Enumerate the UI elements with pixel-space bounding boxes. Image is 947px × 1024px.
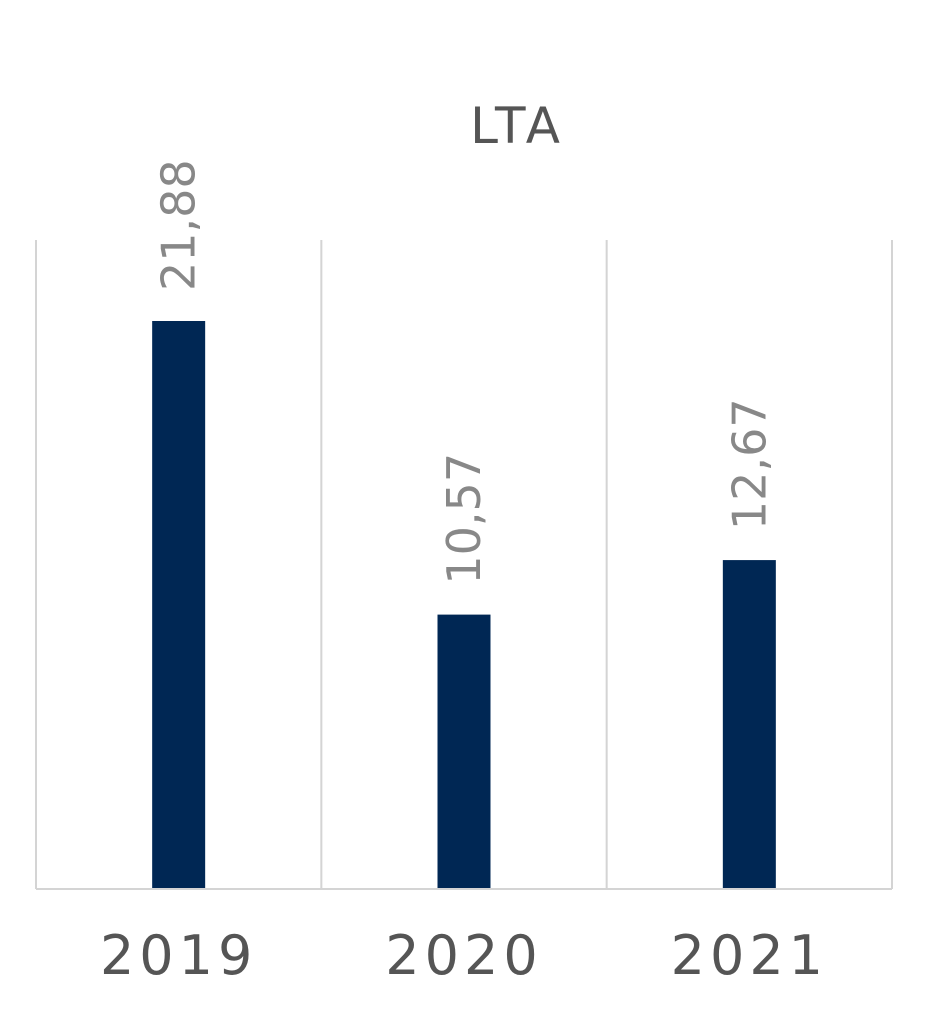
- data-labels: 21,88 10,57 12,67: [152, 159, 777, 584]
- bars: [152, 320, 776, 889]
- chart-title: LTA: [470, 97, 564, 155]
- data-label-2019: 21,88: [152, 159, 206, 291]
- data-label-2021: 12,67: [722, 398, 776, 530]
- category-label-2021: 2021: [671, 924, 828, 987]
- bar-2021: [722, 560, 776, 889]
- category-label-2019: 2019: [100, 924, 257, 987]
- category-label-2020: 2020: [385, 924, 542, 987]
- category-separators: [35, 240, 893, 889]
- bar-2019: [152, 320, 206, 889]
- category-labels: 2019 2020 2021: [100, 924, 828, 987]
- data-label-2020: 10,57: [437, 453, 491, 585]
- bar-2020: [437, 614, 491, 889]
